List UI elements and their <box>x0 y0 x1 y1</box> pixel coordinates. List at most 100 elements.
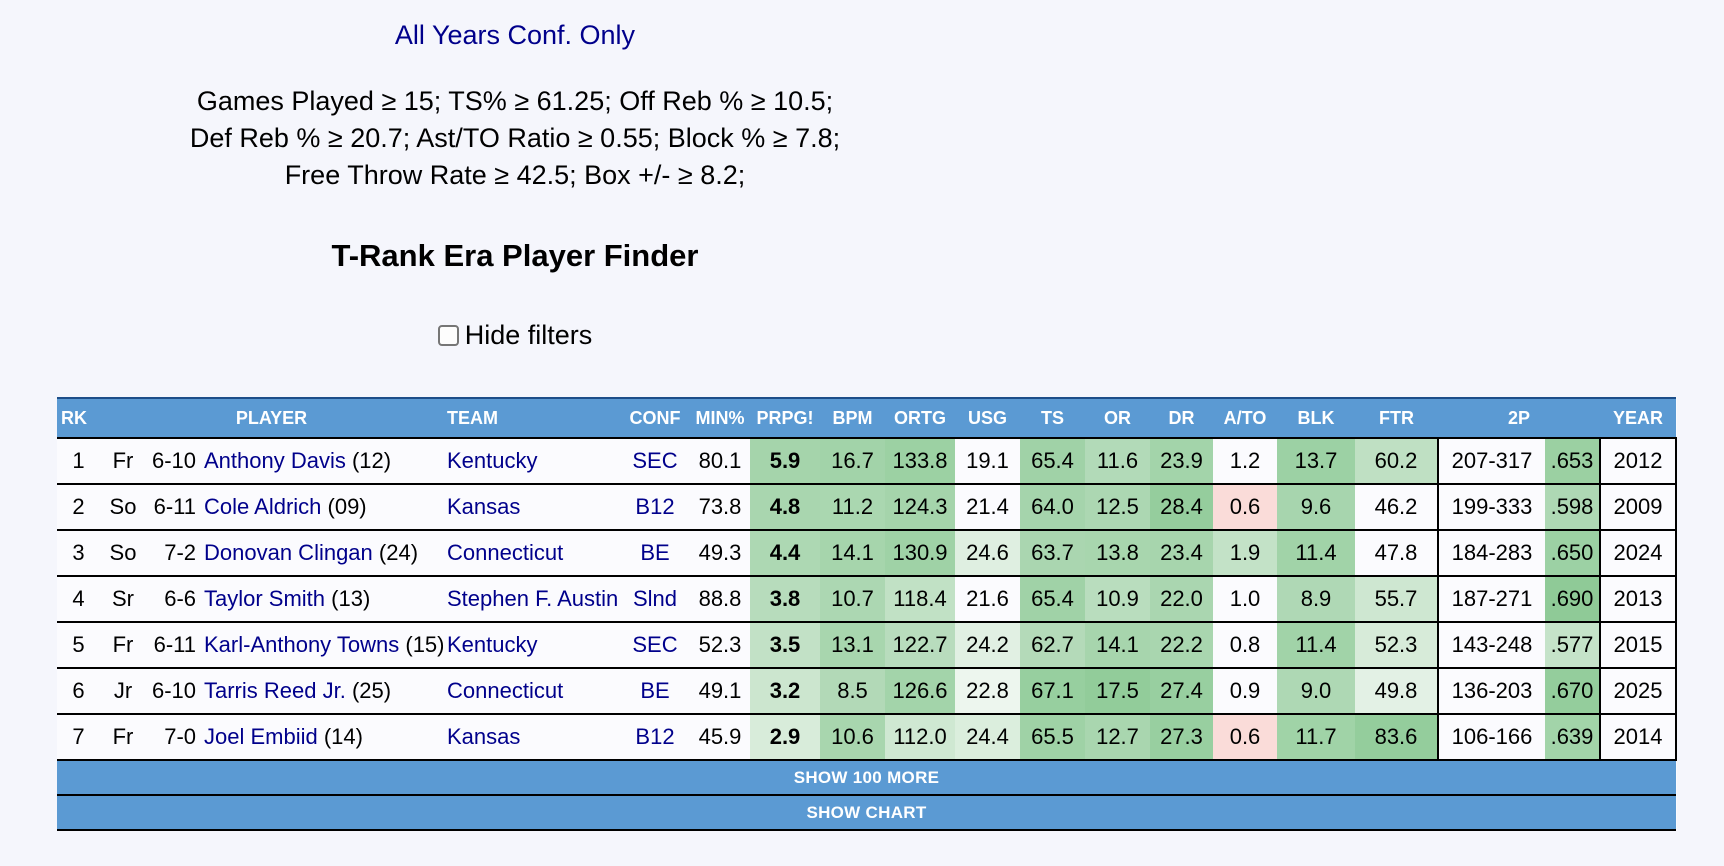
height-cell: 6-10 <box>146 438 200 485</box>
height-cell: 7-2 <box>146 530 200 577</box>
conf-link[interactable]: SEC <box>632 632 678 657</box>
height-cell: 6-11 <box>146 622 200 669</box>
col-header-conf[interactable]: CONF <box>620 397 690 439</box>
team-cell: Kentucky <box>443 622 620 669</box>
bpm-cell: 10.6 <box>820 714 885 761</box>
hide-filters-checkbox[interactable] <box>437 325 459 346</box>
show-chart-button[interactable]: SHOW CHART <box>57 795 1676 831</box>
player-table-body: 1 Fr 6-10 Anthony Davis (12) Kentucky SEC 80.1… <box>57 438 1677 761</box>
conf-cell: Slnd <box>620 576 690 623</box>
col-header-or[interactable]: OR <box>1085 397 1150 439</box>
col-header-ftr[interactable]: FTR <box>1355 397 1438 439</box>
conf-link[interactable]: B12 <box>635 724 675 749</box>
ortg-cell: 126.6 <box>885 668 955 715</box>
team-link[interactable]: Connecticut <box>447 540 564 565</box>
col-header-team[interactable]: TEAM <box>443 397 620 439</box>
conf-cell: B12 <box>620 714 690 761</box>
col-header-player[interactable]: PLAYER <box>100 397 443 439</box>
prpg-cell: 2.9 <box>750 714 820 761</box>
conf-link[interactable]: Slnd <box>632 586 678 611</box>
conf-link[interactable]: SEC <box>632 448 678 473</box>
conf-cell: SEC <box>620 622 690 669</box>
prpg-cell: 4.4 <box>750 530 820 577</box>
table-row: 7 Fr 7-0 Joel Embiid (14) Kansas B12 45.9 2.9 10… <box>57 714 1677 761</box>
player-link[interactable]: Joel Embiid <box>204 724 318 749</box>
min-cell: 52.3 <box>690 622 750 669</box>
table-row: 5 Fr 6-11 Karl-Anthony Towns (15) Kentucky SE… <box>57 622 1677 669</box>
ortg-cell: 122.7 <box>885 622 955 669</box>
bpm-cell: 10.7 <box>820 576 885 623</box>
ortg-cell: 118.4 <box>885 576 955 623</box>
team-cell: Connecticut <box>443 530 620 577</box>
col-header-dr[interactable]: DR <box>1150 397 1213 439</box>
dr-cell: 22.2 <box>1150 622 1213 669</box>
fg-pct-cell: .598 <box>1545 484 1600 531</box>
col-header-prpg[interactable]: PRPG! <box>750 397 820 439</box>
table-row: 4 Sr 6-6 Taylor Smith (13) Stephen F. Austin… <box>57 576 1677 623</box>
fg-pct-cell: .639 <box>1545 714 1600 761</box>
class-cell: So <box>100 530 146 577</box>
ftr-cell: 47.8 <box>1355 530 1438 577</box>
usg-cell: 21.6 <box>955 576 1020 623</box>
bpm-cell: 14.1 <box>820 530 885 577</box>
show-100-more-button[interactable]: SHOW 100 MORE <box>57 760 1676 796</box>
top-block: All Years Conf. Only Games Played ≥ 15; … <box>0 0 1030 351</box>
min-cell: 49.3 <box>690 530 750 577</box>
blk-cell: 11.4 <box>1277 530 1355 577</box>
prpg-cell: 3.5 <box>750 622 820 669</box>
col-header-bpm[interactable]: BPM <box>820 397 885 439</box>
conf-link[interactable]: BE <box>640 540 670 565</box>
rank-cell: 3 <box>57 530 100 577</box>
conf-link[interactable]: BE <box>640 678 670 703</box>
all-years-conf-only-link[interactable]: All Years Conf. Only <box>394 20 636 50</box>
team-link[interactable]: Kansas <box>447 494 521 519</box>
filter-line-3: Free Throw Rate ≥ 42.5; Box +/- ≥ 8.2; <box>284 160 746 190</box>
col-header-rk[interactable]: RK <box>57 397 100 439</box>
ts-cell: 65.4 <box>1020 576 1085 623</box>
team-link[interactable]: Kentucky <box>447 632 538 657</box>
ts-cell: 64.0 <box>1020 484 1085 531</box>
col-header-2p[interactable]: 2P <box>1438 397 1600 439</box>
ato-cell: 0.6 <box>1213 484 1277 531</box>
team-link[interactable]: Kentucky <box>447 448 538 473</box>
dr-cell: 23.9 <box>1150 438 1213 485</box>
fg-pct-cell: .670 <box>1545 668 1600 715</box>
player-link[interactable]: Donovan Clingan <box>204 540 373 565</box>
team-cell: Kansas <box>443 484 620 531</box>
col-header-ato[interactable]: A/TO <box>1213 397 1277 439</box>
col-header-usg[interactable]: USG <box>955 397 1020 439</box>
bpm-cell: 13.1 <box>820 622 885 669</box>
conf-cell: BE <box>620 668 690 715</box>
player-cell: Joel Embiid (14) <box>200 714 443 761</box>
player-link[interactable]: Tarris Reed Jr. <box>204 678 346 703</box>
min-cell: 73.8 <box>690 484 750 531</box>
usg-cell: 22.8 <box>955 668 1020 715</box>
team-link[interactable]: Stephen F. Austin <box>447 586 619 611</box>
bpm-cell: 11.2 <box>820 484 885 531</box>
player-link[interactable]: Anthony Davis <box>204 448 346 473</box>
fg-made-att-cell: 143-248 <box>1437 622 1545 669</box>
ortg-cell: 124.3 <box>885 484 955 531</box>
fg-pct-cell: .690 <box>1545 576 1600 623</box>
col-header-blk[interactable]: BLK <box>1277 397 1355 439</box>
min-cell: 88.8 <box>690 576 750 623</box>
col-header-ortg[interactable]: ORTG <box>885 397 955 439</box>
col-header-min[interactable]: MIN% <box>690 397 750 439</box>
bpm-cell: 16.7 <box>820 438 885 485</box>
team-link[interactable]: Connecticut <box>447 678 564 703</box>
player-finder-table: RK PLAYER TEAM CONF MIN% PRPG! BPM ORTG … <box>57 397 1677 831</box>
fg-made-att-cell: 207-317 <box>1437 438 1545 485</box>
player-link[interactable]: Karl-Anthony Towns <box>204 632 400 657</box>
col-header-year[interactable]: YEAR <box>1600 397 1676 439</box>
fg-made-att-cell: 199-333 <box>1437 484 1545 531</box>
player-link[interactable]: Cole Aldrich <box>204 494 322 519</box>
conf-link[interactable]: B12 <box>635 494 675 519</box>
team-link[interactable]: Kansas <box>447 724 521 749</box>
filter-summary: Games Played ≥ 15; TS% ≥ 61.25; Off Reb … <box>0 83 1030 194</box>
rank-cell: 7 <box>57 714 100 761</box>
year-cell: 2013 <box>1599 576 1677 623</box>
col-header-ts[interactable]: TS <box>1020 397 1085 439</box>
team-cell: Stephen F. Austin <box>443 576 620 623</box>
player-link[interactable]: Taylor Smith <box>204 586 326 611</box>
table-row: 3 So 7-2 Donovan Clingan (24) Connecticut BE 4… <box>57 530 1677 577</box>
